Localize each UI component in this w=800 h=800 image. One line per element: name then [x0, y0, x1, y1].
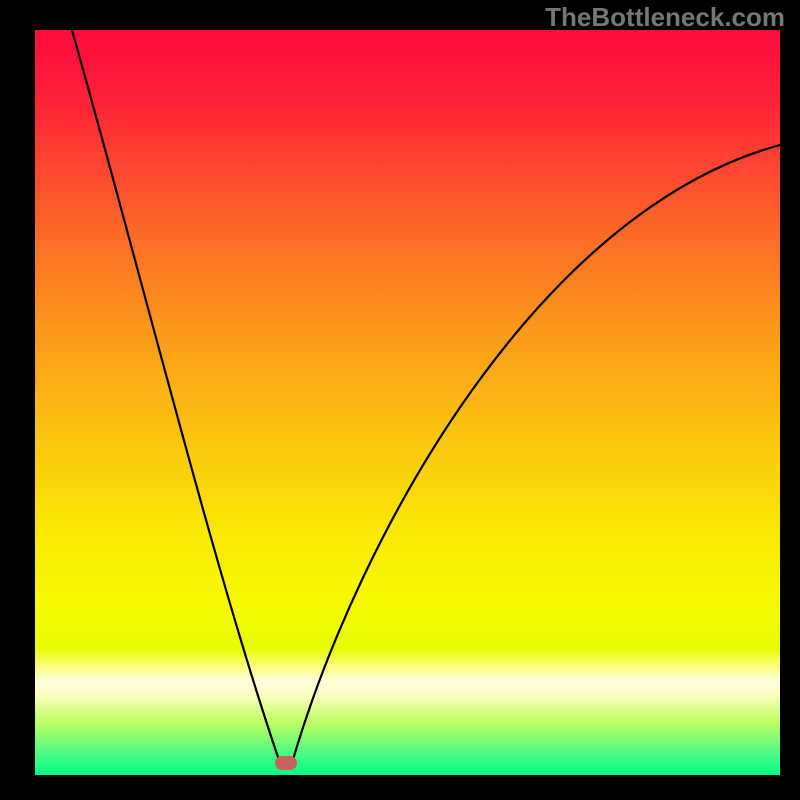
watermark-label: TheBottleneck.com	[545, 2, 785, 33]
optimal-point-marker	[275, 756, 297, 770]
bottleneck-curve	[0, 0, 800, 800]
